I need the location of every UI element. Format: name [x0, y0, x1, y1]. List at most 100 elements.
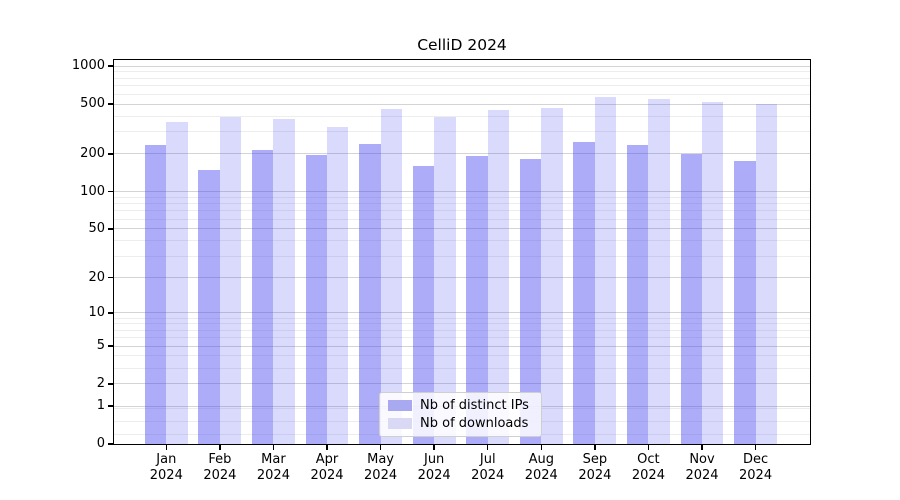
bar-distinct-ips: [627, 144, 649, 444]
gridline-major: [114, 65, 810, 67]
plot-area: 1000 500 200 100 50 20 10 5 2 1 0 Jan 2024 Feb 2024 Mar…: [72, 58, 811, 483]
y-tick-label: 0: [96, 436, 105, 451]
gridline-major: [114, 103, 810, 105]
x-tick-label: Oct 2024: [631, 452, 665, 483]
gridline-minor: [114, 85, 810, 87]
x-axis-tick: [487, 445, 489, 450]
y-axis-tick: [108, 383, 114, 385]
gridline-minor: [114, 329, 810, 331]
x-axis-tick: [165, 445, 167, 450]
gridline-major: [114, 277, 810, 278]
x-axis-tick: [594, 445, 596, 450]
y-tick-label: 200: [80, 145, 105, 161]
gridline-major: [114, 228, 810, 230]
bar-distinct-ips: [144, 144, 167, 444]
gridline-minor: [114, 115, 810, 117]
gridline-minor: [114, 77, 810, 79]
x-tick-label: Nov 2024: [685, 452, 719, 483]
bar-distinct-ips: [466, 155, 488, 444]
x-axis-tick: [326, 445, 328, 450]
gridline-minor: [114, 240, 810, 242]
chart-title: CelliD 2024: [417, 36, 507, 54]
legend-label-distinct-ips: Nb of distinct IPs: [420, 398, 529, 413]
x-tick-label: Feb 2024: [203, 452, 237, 483]
gridline-minor: [114, 203, 810, 205]
gridline-minor: [114, 210, 810, 212]
gridline-major: [114, 345, 810, 347]
gridline-minor: [114, 196, 810, 198]
legend-swatch-downloads-icon: [388, 418, 412, 429]
bar-downloads: [434, 117, 456, 444]
gridline-minor: [114, 71, 810, 73]
y-tick-label: 2: [96, 375, 105, 391]
x-tick-label: Aug 2024: [524, 452, 558, 483]
gridline-minor: [114, 93, 810, 95]
bar-distinct-ips: [359, 143, 381, 444]
x-tick-label: Apr 2024: [310, 452, 344, 483]
gridline-major: [114, 383, 810, 385]
y-tick-label: 20: [88, 269, 105, 285]
bar-distinct-ips: [412, 165, 435, 444]
y-tick-label: 500: [80, 96, 105, 112]
gridline-major: [114, 312, 810, 314]
gridline-minor: [114, 323, 810, 325]
gridline-major: [114, 191, 810, 193]
bar-downloads: [702, 102, 724, 444]
bar-downloads: [487, 110, 510, 444]
gridline-minor: [114, 355, 810, 357]
bar-downloads: [219, 117, 242, 444]
x-axis-tick: [647, 445, 650, 450]
x-tick-label: Jul 2024: [471, 452, 505, 483]
bar-distinct-ips: [252, 149, 274, 444]
bar-downloads: [380, 108, 402, 444]
y-axis-tick: [108, 153, 114, 155]
x-tick-label: Jan 2024: [149, 452, 183, 483]
y-axis-tick: [108, 103, 114, 105]
y-axis-tick: [108, 190, 114, 193]
bar-downloads: [327, 126, 349, 444]
y-axis-tick: [108, 345, 114, 347]
y-tick-label: 5: [96, 338, 105, 353]
bar-distinct-ips: [734, 160, 756, 444]
x-axis-tick: [701, 445, 703, 450]
legend-item-distinct-ips: Nb of distinct IPs: [388, 398, 529, 413]
bar-distinct-ips: [198, 169, 220, 444]
bar-distinct-ips: [680, 153, 702, 444]
gridline-minor: [114, 337, 810, 339]
bar-downloads: [755, 104, 777, 444]
gridline-minor: [114, 255, 810, 257]
y-tick-label: 50: [88, 220, 105, 236]
x-tick-label: Dec 2024: [739, 452, 773, 483]
gridline-minor: [114, 317, 810, 319]
legend: Nb of distinct IPs Nb of downloads: [379, 392, 542, 437]
bar-distinct-ips: [305, 154, 327, 444]
bar-downloads: [541, 107, 563, 444]
x-tick-label: May 2024: [364, 452, 398, 483]
x-tick-label: Sep 2024: [578, 452, 612, 483]
bar-downloads: [594, 97, 617, 444]
legend-label-downloads: Nb of downloads: [420, 416, 529, 431]
y-axis-tick: [108, 276, 114, 279]
y-axis-tick: [108, 443, 114, 445]
y-axis-tick: [108, 312, 114, 314]
bar-downloads: [648, 99, 670, 444]
y-tick-label: 100: [80, 183, 105, 199]
y-tick-label: 10: [88, 304, 105, 320]
bar-distinct-ips: [573, 142, 595, 444]
legend-swatch-distinct-ips-icon: [388, 400, 412, 411]
bar-downloads: [166, 121, 188, 444]
y-tick-label: 1000: [71, 58, 105, 74]
x-axis-tick: [219, 445, 221, 450]
x-axis-tick: [754, 445, 757, 450]
y-axis-tick: [108, 405, 114, 407]
legend-item-downloads: Nb of downloads: [388, 416, 529, 431]
gridline-minor: [114, 367, 810, 369]
bar-downloads: [273, 118, 295, 444]
x-axis-tick: [379, 445, 382, 450]
x-tick-label: Mar 2024: [256, 452, 290, 483]
gridline-major: [114, 153, 810, 155]
gridline-minor: [114, 131, 810, 133]
y-tick-label: 1: [96, 398, 105, 414]
y-axis-tick: [108, 228, 114, 230]
x-axis-tick: [540, 445, 542, 450]
